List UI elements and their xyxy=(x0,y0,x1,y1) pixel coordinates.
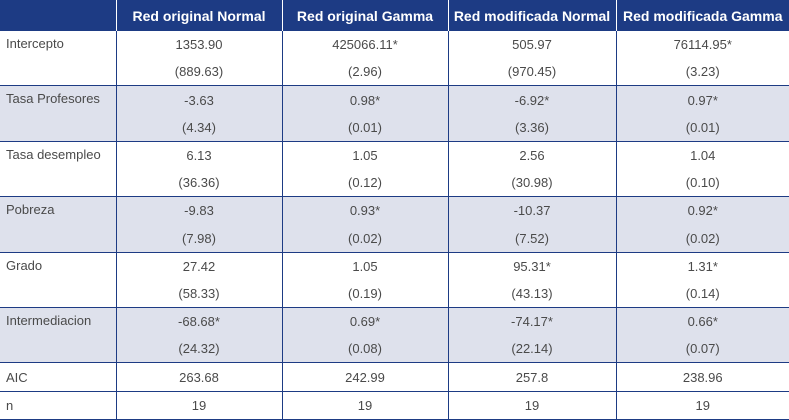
row-label: Intercepto xyxy=(0,31,116,87)
table-row: (58.33) (0.19) (43.13) (0.14) xyxy=(0,279,789,309)
coef-cell: 0.97* xyxy=(615,85,789,114)
row-label: Tasa Profesores xyxy=(0,85,116,142)
se-cell: (0.08) xyxy=(281,335,448,364)
header-cell: Red modificada Gamma xyxy=(615,0,789,31)
coef-cell: 1.31* xyxy=(615,252,789,280)
se-cell: (4.34) xyxy=(115,113,282,142)
se-cell: (58.33) xyxy=(115,279,282,309)
coef-cell: -74.17* xyxy=(447,307,616,336)
coef-cell: -9.83 xyxy=(115,196,282,225)
header-cell: Red original Normal xyxy=(115,0,282,31)
table-row: Tasa Profesores -3.63 0.98* -6.92* 0.97* xyxy=(0,85,789,142)
table-row: Intermediacion -68.68* 0.69* -74.17* 0.66* xyxy=(0,307,789,364)
se-cell: (0.01) xyxy=(281,113,448,142)
coef-cell: 0.69* xyxy=(281,307,448,336)
table-row: AIC 263.68 242.99 257.8 238.96 xyxy=(0,362,789,392)
table-row: (36.36) (0.12) (30.98) (0.10) xyxy=(0,169,789,198)
se-cell: (0.02) xyxy=(615,224,789,253)
coef-cell: 0.66* xyxy=(615,307,789,336)
coef-cell: 0.92* xyxy=(615,196,789,225)
coef-cell: 1.04 xyxy=(615,141,789,170)
stat-cell: 19 xyxy=(281,391,448,420)
header-cell: Red original Gamma xyxy=(281,0,448,31)
se-cell: (889.63) xyxy=(115,58,282,87)
se-cell: (24.32) xyxy=(115,335,282,364)
row-label: n xyxy=(0,391,116,420)
row-label: Tasa desempleo xyxy=(0,141,116,198)
se-cell: (7.98) xyxy=(115,224,282,253)
se-cell: (0.07) xyxy=(615,335,789,364)
table-row: (889.63) (2.96) (970.45) (3.23) xyxy=(0,58,789,87)
coef-cell: -6.92* xyxy=(447,85,616,114)
coef-cell: 27.42 xyxy=(115,252,282,280)
stat-cell: 19 xyxy=(615,391,789,420)
row-label: AIC xyxy=(0,362,116,392)
header-cell-empty xyxy=(0,0,116,31)
table-row: Pobreza -9.83 0.93* -10.37 0.92* xyxy=(0,196,789,253)
row-label: Grado xyxy=(0,252,116,309)
coef-cell: 0.98* xyxy=(281,85,448,114)
row-label: Pobreza xyxy=(0,196,116,253)
coef-cell: 76114.95* xyxy=(615,31,789,59)
header-cell: Red modificada Normal xyxy=(447,0,616,31)
se-cell: (3.36) xyxy=(447,113,616,142)
se-cell: (970.45) xyxy=(447,58,616,87)
row-label: Intermediacion xyxy=(0,307,116,364)
se-cell: (0.02) xyxy=(281,224,448,253)
stat-cell: 257.8 xyxy=(447,362,616,392)
table-row: (24.32) (0.08) (22.14) (0.07) xyxy=(0,335,789,364)
coef-cell: 2.56 xyxy=(447,141,616,170)
stat-cell: 238.96 xyxy=(615,362,789,392)
coef-cell: 505.97 xyxy=(447,31,616,59)
se-cell: (30.98) xyxy=(447,169,616,198)
se-cell: (43.13) xyxy=(447,279,616,309)
se-cell: (0.10) xyxy=(615,169,789,198)
table-row: Intercepto 1353.90 425066.11* 505.97 76114.9… xyxy=(0,31,789,87)
stat-cell: 19 xyxy=(115,391,282,420)
stat-cell: 19 xyxy=(447,391,616,420)
se-cell: (0.12) xyxy=(281,169,448,198)
header-row: Red original Normal Red original Gamma R… xyxy=(0,0,789,31)
coef-cell: 1.05 xyxy=(281,252,448,280)
table-row: Grado 27.42 1.05 95.31* 1.31* xyxy=(0,252,789,309)
coef-cell: -68.68* xyxy=(115,307,282,336)
se-cell: (7.52) xyxy=(447,224,616,253)
table-row: (7.98) (0.02) (7.52) (0.02) xyxy=(0,224,789,253)
stat-cell: 242.99 xyxy=(281,362,448,392)
se-cell: (22.14) xyxy=(447,335,616,364)
coef-cell: -3.63 xyxy=(115,85,282,114)
coef-cell: 1.05 xyxy=(281,141,448,170)
stat-cell: 263.68 xyxy=(115,362,282,392)
se-cell: (36.36) xyxy=(115,169,282,198)
table-row: n 19 19 19 19 xyxy=(0,391,789,420)
se-cell: (0.19) xyxy=(281,279,448,309)
coef-cell: 1353.90 xyxy=(115,31,282,59)
coef-cell: 0.93* xyxy=(281,196,448,225)
coef-cell: 425066.11* xyxy=(281,31,448,59)
se-cell: (0.01) xyxy=(615,113,789,142)
coef-cell: -10.37 xyxy=(447,196,616,225)
coef-cell: 6.13 xyxy=(115,141,282,170)
table-row: (4.34) (0.01) (3.36) (0.01) xyxy=(0,113,789,142)
se-cell: (0.14) xyxy=(615,279,789,309)
se-cell: (2.96) xyxy=(281,58,448,87)
se-cell: (3.23) xyxy=(615,58,789,87)
table-row: Tasa desempleo 6.13 1.05 2.56 1.04 xyxy=(0,141,789,198)
coef-cell: 95.31* xyxy=(447,252,616,280)
